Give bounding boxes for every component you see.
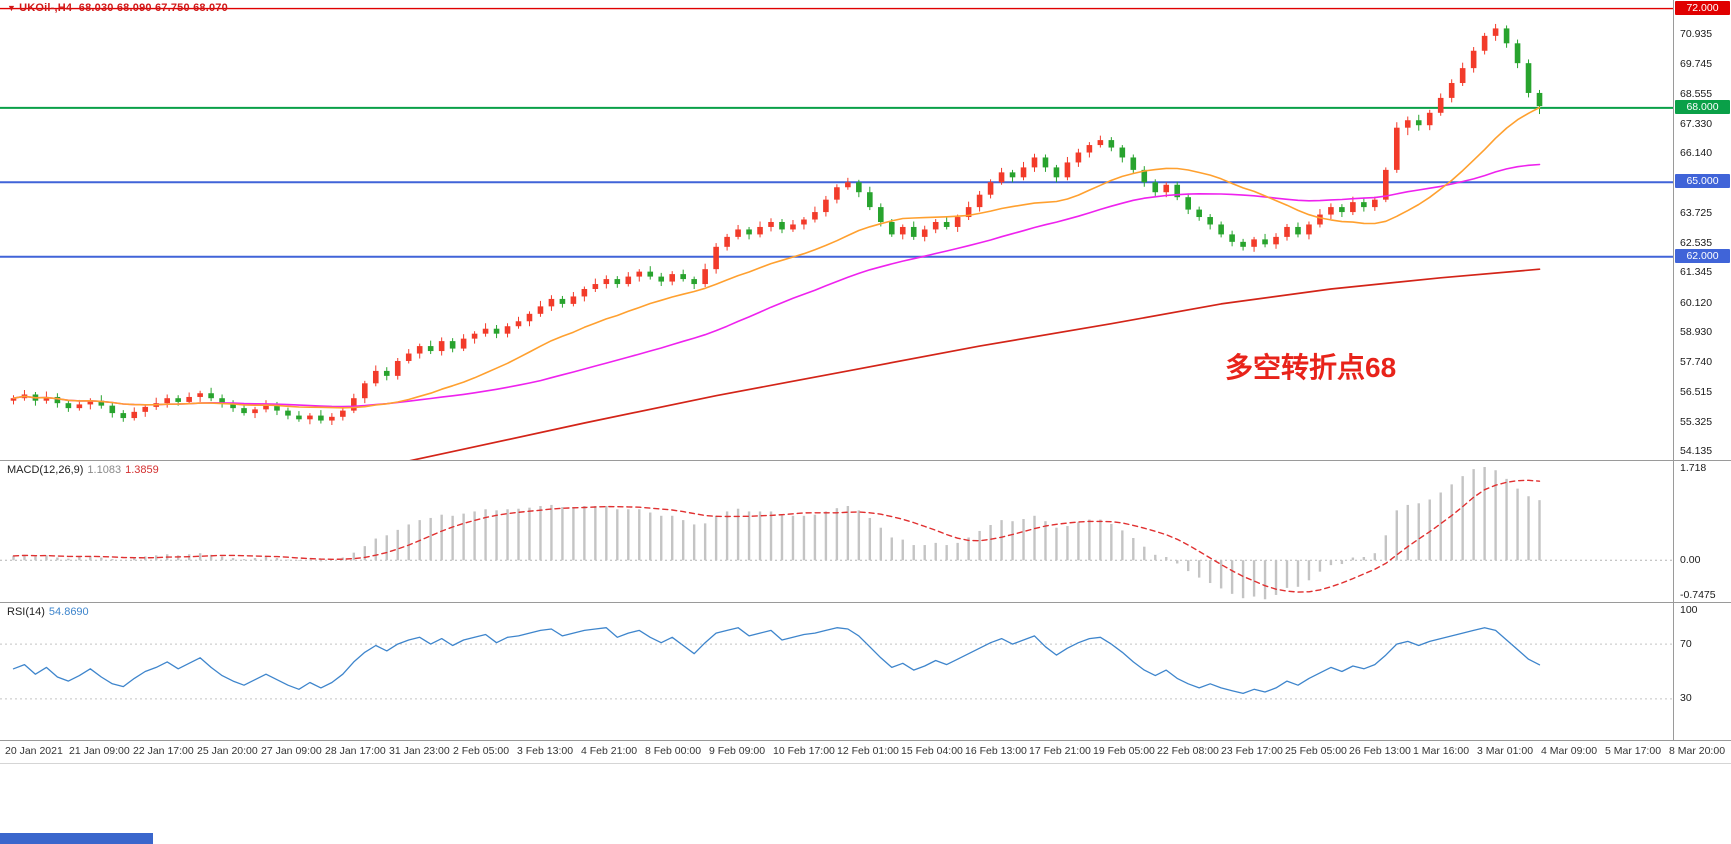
macd-name: MACD(12,26,9) bbox=[7, 464, 84, 476]
macd-main-value: 1.1083 bbox=[87, 464, 122, 476]
macd-signal-value: 1.3859 bbox=[125, 464, 159, 476]
ma-magenta-line bbox=[12, 163, 1541, 408]
time-label: 1 Mar 16:00 bbox=[1413, 745, 1470, 757]
macd-tick: 1.718 bbox=[1680, 462, 1707, 474]
time-label: 8 Mar 20:00 bbox=[1669, 745, 1726, 757]
price-tick: 54.135 bbox=[1680, 445, 1713, 458]
time-label: 21 Jan 09:00 bbox=[69, 745, 130, 757]
rsi-tick: 100 bbox=[1680, 604, 1698, 616]
dropdown-triangle-icon: ▼ bbox=[7, 3, 17, 13]
time-label: 23 Feb 17:00 bbox=[1221, 745, 1283, 757]
ohlc-values: 68.030 68.090 67.750 68.070 bbox=[78, 2, 228, 14]
time-label: 25 Jan 20:00 bbox=[197, 745, 258, 757]
price-tick: 67.330 bbox=[1680, 117, 1713, 130]
price-level-label: 68.000 bbox=[1675, 99, 1730, 114]
time-label: 22 Jan 17:00 bbox=[133, 745, 194, 757]
main-chart-panel[interactable]: ▼ UKOil-,H4 68.030 68.090 67.750 68.070 多… bbox=[0, 0, 1731, 461]
time-label: 8 Feb 00:00 bbox=[645, 745, 702, 757]
price-level-label: 62.000 bbox=[1675, 248, 1730, 263]
time-label: 19 Feb 05:00 bbox=[1093, 745, 1155, 757]
symbol-name: UKOil-,H4 bbox=[19, 2, 73, 14]
time-label: 20 Jan 2021 bbox=[5, 745, 63, 757]
price-tick: 69.745 bbox=[1680, 58, 1713, 71]
time-label: 9 Feb 09:00 bbox=[709, 745, 766, 757]
macd-histogram bbox=[12, 466, 1541, 600]
price-tick: 57.740 bbox=[1680, 355, 1713, 368]
rsi-tick: 30 bbox=[1680, 692, 1692, 705]
time-label: 4 Feb 21:00 bbox=[581, 745, 638, 757]
time-label: 31 Jan 23:00 bbox=[389, 745, 450, 757]
bottom-area bbox=[0, 764, 1731, 844]
price-scale[interactable]: 70.935 69.745 68.555 67.330 66.140 63.725 62.5… bbox=[1673, 0, 1731, 460]
macd-panel[interactable]: MACD(12,26,9) 1.1083 1.3859 1.718 0.00 -0.74… bbox=[0, 461, 1731, 603]
macd-tick: -0.7475 bbox=[1680, 589, 1716, 601]
time-label: 10 Feb 17:00 bbox=[773, 745, 835, 757]
time-label: 28 Jan 17:00 bbox=[325, 745, 386, 757]
price-tick: 56.515 bbox=[1680, 386, 1713, 399]
ma-long-red-line bbox=[409, 268, 1541, 460]
price-tick: 68.555 bbox=[1680, 87, 1713, 100]
rsi-tick: 70 bbox=[1680, 637, 1692, 650]
time-label: 3 Feb 13:00 bbox=[517, 745, 574, 757]
ma-orange-line bbox=[12, 106, 1541, 409]
macd-label: MACD(12,26,9) 1.1083 1.3859 bbox=[7, 464, 163, 476]
price-tick: 62.535 bbox=[1680, 236, 1713, 249]
macd-chart[interactable] bbox=[0, 461, 1673, 602]
price-tick: 58.930 bbox=[1680, 326, 1713, 339]
time-label: 25 Feb 05:00 bbox=[1285, 745, 1347, 757]
price-level-label: 72.000 bbox=[1675, 0, 1730, 15]
time-label: 22 Feb 08:00 bbox=[1157, 745, 1219, 757]
time-label: 16 Feb 13:00 bbox=[965, 745, 1027, 757]
symbol-info: ▼ UKOil-,H4 68.030 68.090 67.750 68.070 bbox=[7, 2, 228, 14]
macd-scale[interactable]: 1.718 0.00 -0.7475 bbox=[1673, 461, 1731, 602]
price-tick: 61.345 bbox=[1680, 266, 1713, 279]
time-label: 2 Feb 05:00 bbox=[453, 745, 510, 757]
price-tick: 70.935 bbox=[1680, 28, 1713, 41]
candlestick-chart[interactable] bbox=[0, 0, 1673, 460]
macd-tick: 0.00 bbox=[1680, 553, 1701, 566]
time-label: 12 Feb 01:00 bbox=[837, 745, 899, 757]
time-axis[interactable]: 20 Jan 2021 21 Jan 09:00 22 Jan 17:00 25 Ja… bbox=[0, 741, 1731, 764]
rsi-value: 54.8690 bbox=[48, 606, 89, 618]
rsi-scale[interactable]: 100 70 30 bbox=[1673, 603, 1731, 740]
taskbar-fragment bbox=[0, 833, 153, 844]
rsi-panel[interactable]: RSI(14) 54.8690 100 70 30 bbox=[0, 603, 1731, 741]
price-level-label: 65.000 bbox=[1675, 174, 1730, 189]
time-label: 4 Mar 09:00 bbox=[1541, 745, 1598, 757]
time-label: 17 Feb 21:00 bbox=[1029, 745, 1091, 757]
time-label: 3 Mar 01:00 bbox=[1477, 745, 1534, 757]
candles-layer bbox=[10, 23, 1543, 426]
time-label: 15 Feb 04:00 bbox=[901, 745, 963, 757]
rsi-label: RSI(14) 54.8690 bbox=[7, 606, 93, 618]
price-tick: 55.325 bbox=[1680, 415, 1713, 428]
time-label: 27 Jan 09:00 bbox=[261, 745, 322, 757]
price-tick: 66.140 bbox=[1680, 147, 1713, 160]
price-tick: 63.725 bbox=[1680, 207, 1713, 220]
rsi-chart[interactable] bbox=[0, 603, 1673, 740]
price-tick: 60.120 bbox=[1680, 296, 1713, 309]
macd-signal-line bbox=[12, 479, 1541, 593]
time-label: 26 Feb 13:00 bbox=[1349, 745, 1411, 757]
chart-annotation: 多空转折点68 bbox=[1225, 352, 1397, 383]
rsi-name: RSI(14) bbox=[7, 606, 45, 618]
time-label: 5 Mar 17:00 bbox=[1605, 745, 1662, 757]
rsi-line bbox=[12, 627, 1541, 695]
